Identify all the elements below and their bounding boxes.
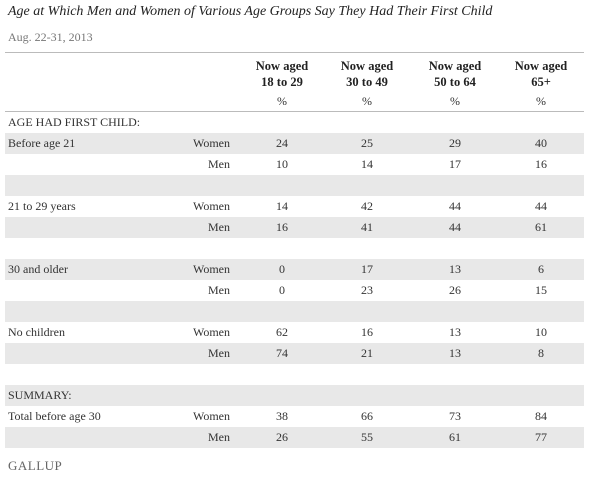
cell-value: 84	[535, 409, 547, 423]
cell-value: 61	[449, 430, 461, 444]
column-header: Now aged	[428, 59, 482, 73]
column-header: Now aged	[255, 59, 309, 73]
cell-value: 23	[361, 283, 373, 297]
subtitle: Aug. 22-31, 2013	[8, 30, 93, 44]
row-label: 21 to 29 years	[8, 199, 76, 213]
gender-label: Women	[192, 199, 230, 213]
unit-label: %	[536, 94, 546, 108]
table-row	[5, 175, 584, 196]
cell-value: 61	[535, 220, 547, 234]
cell-value: 38	[276, 409, 288, 423]
footer: GALLUP	[8, 458, 63, 473]
column-header: 65+	[531, 75, 551, 89]
table-row: Total before age 30 Women 38 66 73 84	[5, 406, 584, 427]
cell-value: 44	[449, 220, 461, 234]
table-row: Men 0 23 26 15	[5, 280, 584, 301]
cell-value: 8	[538, 346, 544, 360]
section-heading: AGE HAD FIRST CHILD:	[8, 115, 141, 129]
cell-value: 14	[276, 199, 288, 213]
cell-value: 14	[361, 157, 373, 171]
table-row: SUMMARY:	[5, 385, 584, 406]
row-label: No children	[8, 325, 65, 339]
table-row: Men 10 14 17 16	[5, 154, 584, 175]
table-row: 30 and older Women 0 17 13 6	[5, 259, 584, 280]
table-row	[5, 301, 584, 322]
cell-value: 13	[449, 325, 461, 339]
cell-value: 74	[276, 346, 288, 360]
table-row: Before age 21 Women 24 25 29 40	[5, 133, 584, 154]
cell-value: 16	[276, 220, 288, 234]
gender-label: Women	[192, 136, 230, 150]
cell-value: 13	[449, 346, 461, 360]
unit-label: %	[362, 94, 372, 108]
section-heading: SUMMARY:	[8, 388, 72, 402]
gender-label: Women	[192, 262, 230, 276]
row-label: Total before age 30	[8, 409, 101, 423]
rule	[5, 111, 584, 112]
cell-value: 13	[449, 262, 461, 276]
title: Age at Which Men and Women of Various Ag…	[8, 4, 493, 19]
column-header: Now aged	[514, 59, 568, 73]
table-row	[5, 364, 584, 385]
gender-label: Men	[208, 283, 230, 297]
cell-value: 29	[449, 136, 461, 150]
cell-value: 40	[535, 136, 547, 150]
cell-value: 17	[449, 157, 461, 171]
cell-value: 55	[361, 430, 373, 444]
cell-value: 17	[361, 262, 373, 276]
cell-value: 62	[276, 325, 288, 339]
cell-value: 44	[449, 199, 461, 213]
row-label: Before age 21	[8, 136, 76, 150]
rule	[5, 52, 584, 53]
column-header: 50 to 64	[434, 75, 476, 89]
unit-label: %	[277, 94, 287, 108]
cell-value: 26	[276, 430, 288, 444]
table-row: Men 74 21 13 8	[5, 343, 584, 364]
row-label: 30 and older	[8, 262, 68, 276]
cell-value: 41	[361, 220, 373, 234]
cell-value: 66	[361, 409, 373, 423]
table-row	[5, 238, 584, 259]
cell-value: 0	[279, 283, 285, 297]
unit-label: %	[450, 94, 460, 108]
cell-value: 42	[361, 199, 373, 213]
cell-value: 44	[535, 199, 547, 213]
cell-value: 21	[361, 346, 373, 360]
gender-label: Men	[208, 430, 230, 444]
table-row: Men 16 41 44 61	[5, 217, 584, 238]
cell-value: 10	[535, 325, 547, 339]
column-header: 30 to 49	[346, 75, 388, 89]
gender-label: Women	[192, 409, 230, 423]
gender-label: Men	[208, 157, 230, 171]
gender-label: Women	[192, 325, 230, 339]
cell-value: 25	[361, 136, 373, 150]
cell-value: 16	[361, 325, 373, 339]
gender-label: Men	[208, 220, 230, 234]
table-row: 21 to 29 years Women 14 42 44 44	[5, 196, 584, 217]
column-header: 18 to 29	[261, 75, 303, 89]
column-header: Now aged	[340, 59, 394, 73]
cell-value: 10	[276, 157, 288, 171]
cell-value: 73	[449, 409, 461, 423]
cell-value: 6	[538, 262, 544, 276]
gender-label: Men	[208, 346, 230, 360]
cell-value: 0	[279, 262, 285, 276]
cell-value: 77	[535, 430, 547, 444]
table-row: No children Women 62 16 13 10	[5, 322, 584, 343]
cell-value: 26	[449, 283, 461, 297]
cell-value: 15	[535, 283, 547, 297]
cell-value: 24	[276, 136, 288, 150]
table-row: Men 26 55 61 77	[5, 427, 584, 448]
table-row: AGE HAD FIRST CHILD:	[5, 112, 584, 133]
cell-value: 16	[535, 157, 547, 171]
